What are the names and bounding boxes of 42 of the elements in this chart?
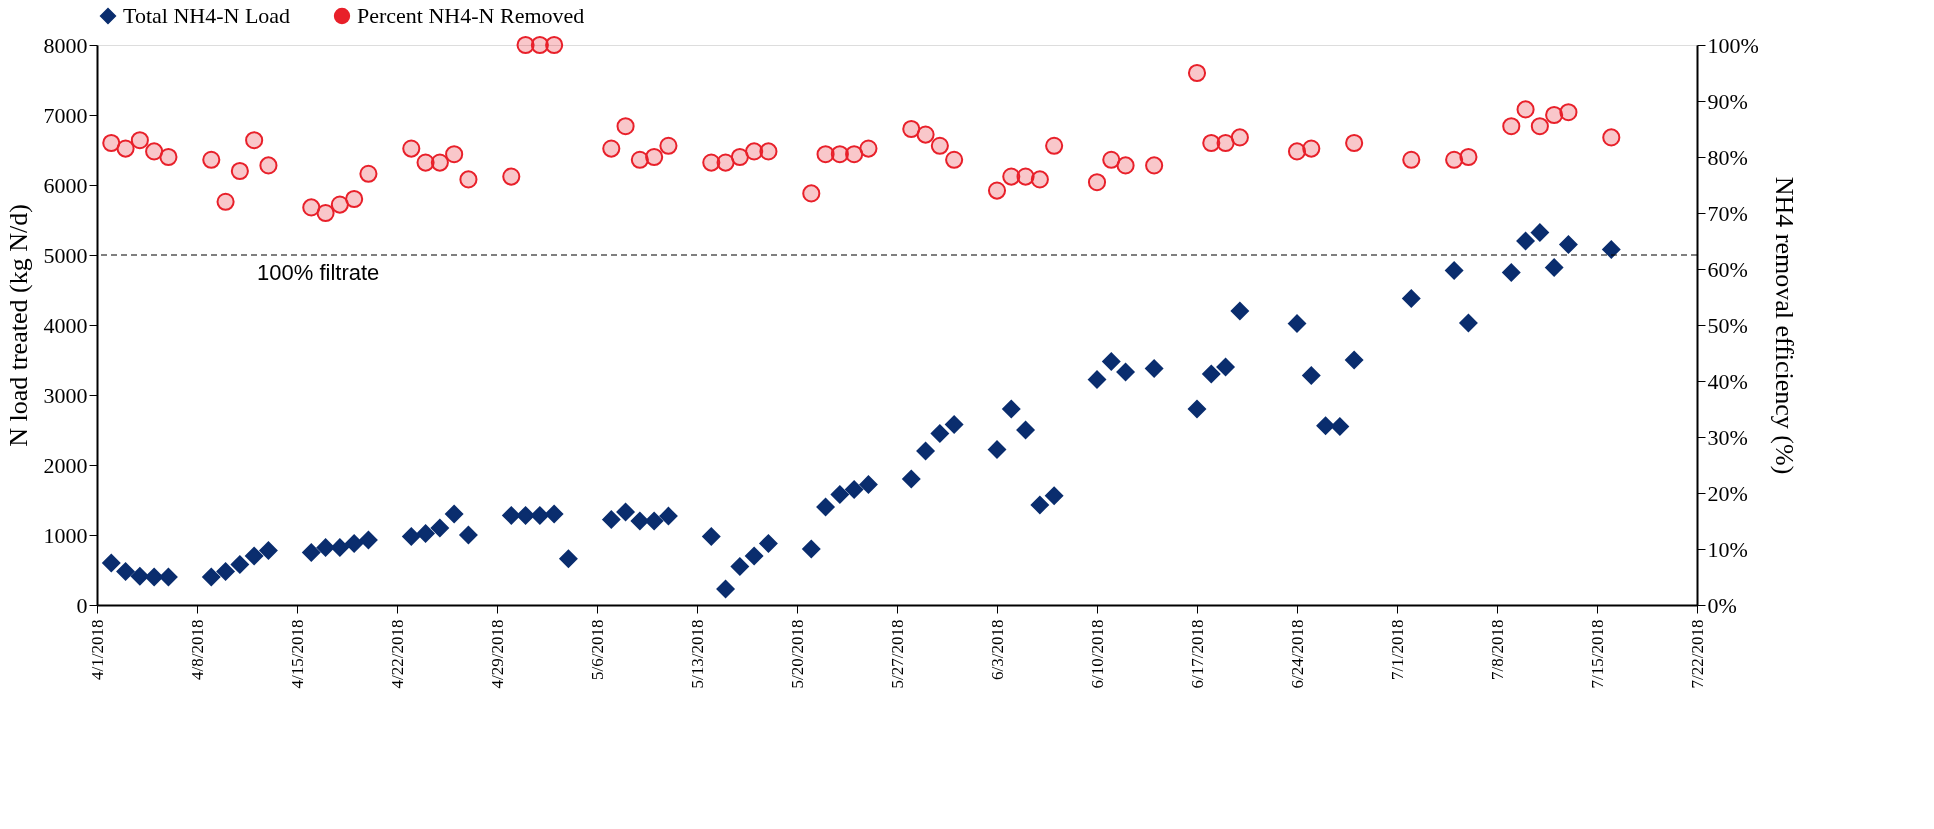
y2-axis-title: NH4 removal efficiency (%) xyxy=(1769,176,1799,475)
y-tick-label: 7000 xyxy=(43,102,88,128)
x-tick-label: 4/15/2018 xyxy=(287,619,307,689)
x-tick-label: 4/29/2018 xyxy=(487,619,507,689)
x-tick-label: 5/13/2018 xyxy=(687,619,707,689)
y-axis-title: N load treated (kg N/d) xyxy=(3,204,33,447)
x-tick-label: 7/1/2018 xyxy=(1387,619,1407,680)
legend-label: Percent NH4-N Removed xyxy=(357,3,585,28)
y2-tick-label: 100% xyxy=(1707,32,1759,58)
y-tick-label: 8000 xyxy=(43,32,88,58)
x-tick-label: 7/15/2018 xyxy=(1587,619,1607,689)
y2-tick-label: 40% xyxy=(1707,368,1748,394)
y-tick-label: 3000 xyxy=(43,382,88,408)
y2-tick-label: 0% xyxy=(1707,592,1737,618)
x-tick-label: 6/24/2018 xyxy=(1287,619,1307,689)
y-tick-label: 5000 xyxy=(43,242,88,268)
y2-tick-label: 30% xyxy=(1707,424,1748,450)
y-tick-label: 4000 xyxy=(43,312,88,338)
y2-tick-label: 10% xyxy=(1707,536,1748,562)
y2-tick-label: 20% xyxy=(1707,480,1748,506)
y2-tick-label: 90% xyxy=(1707,88,1748,114)
x-tick-label: 6/17/2018 xyxy=(1187,619,1207,689)
x-tick-label: 7/8/2018 xyxy=(1487,619,1507,680)
y2-tick-label: 70% xyxy=(1707,200,1748,226)
x-tick-label: 4/8/2018 xyxy=(187,619,207,680)
y-tick-label: 2000 xyxy=(43,452,88,478)
ref-line-label: 100% filtrate xyxy=(257,260,380,285)
y2-tick-label: 80% xyxy=(1707,144,1748,170)
y-tick-label: 6000 xyxy=(43,172,88,198)
x-tick-label: 5/6/2018 xyxy=(587,619,607,680)
x-tick-label: 7/22/2018 xyxy=(1687,619,1707,689)
x-tick-label: 4/22/2018 xyxy=(387,619,407,689)
legend-label: Total NH4-N Load xyxy=(123,3,291,28)
x-tick-label: 5/20/2018 xyxy=(787,619,807,689)
x-tick-label: 4/1/2018 xyxy=(87,619,107,680)
x-tick-label: 6/3/2018 xyxy=(987,619,1007,680)
y2-tick-label: 60% xyxy=(1707,256,1748,282)
x-tick-label: 6/10/2018 xyxy=(1087,619,1107,689)
y-tick-label: 1000 xyxy=(43,522,88,548)
x-tick-label: 5/27/2018 xyxy=(887,619,907,689)
y2-tick-label: 50% xyxy=(1707,312,1748,338)
y-tick-label: 0 xyxy=(76,592,88,618)
